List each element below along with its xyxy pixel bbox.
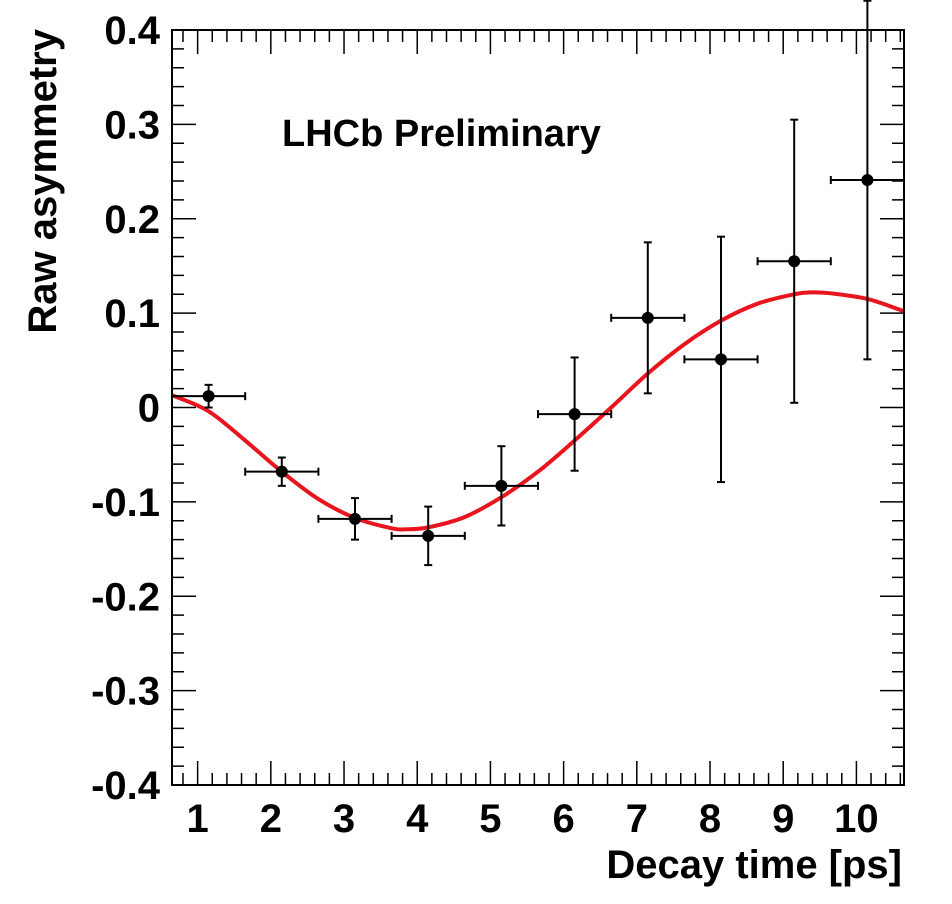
data-point (610, 241, 686, 395)
y-tick-label: -0.1 (91, 481, 160, 525)
fit-curve (171, 290, 905, 532)
chart-annotation: LHCb Preliminary (282, 113, 601, 155)
x-tick-label: 10 (834, 797, 879, 841)
x-tick-label: 2 (260, 797, 282, 841)
x-tick-label: 8 (699, 797, 721, 841)
y-tick-label: -0.4 (91, 764, 161, 808)
plot-frame (171, 29, 905, 786)
y-axis-title: Raw asymmetry (21, 28, 65, 333)
fit-series (171, 290, 905, 532)
x-tick-label: 9 (772, 797, 794, 841)
x-tick-label: 6 (552, 797, 574, 841)
y-tick-label: 0 (138, 387, 160, 431)
data-point (537, 356, 613, 472)
x-axis-ticks (182, 30, 902, 785)
data-marker (641, 311, 654, 324)
data-point (390, 505, 466, 567)
x-axis-title: Decay time [ps] (606, 843, 902, 887)
y-tick-label: 0.4 (104, 9, 160, 53)
x-axis-tick-labels: 1 2 3 4 5 6 7 8 9 10 (186, 797, 878, 841)
data-marker (275, 465, 288, 478)
y-tick-label: 0.3 (104, 103, 160, 147)
x-tick-label: 7 (626, 797, 648, 841)
data-marker (715, 353, 727, 366)
y-tick-label: 0.2 (104, 198, 160, 242)
data-point (683, 235, 759, 484)
data-marker (568, 408, 581, 421)
x-tick-label: 4 (406, 797, 429, 841)
data-marker (349, 512, 361, 525)
x-tick-label: 5 (479, 797, 501, 841)
data-point (317, 497, 393, 541)
data-series (171, 0, 905, 567)
data-point (171, 383, 247, 409)
y-axis-ticks (172, 29, 904, 786)
x-tick-label: 1 (186, 797, 208, 841)
y-tick-label: -0.2 (91, 575, 160, 619)
data-marker (422, 529, 435, 542)
y-tick-label: -0.3 (91, 670, 160, 714)
data-marker (495, 479, 508, 492)
data-point (756, 118, 832, 404)
data-marker (788, 255, 801, 268)
data-point (829, 0, 905, 361)
data-point (463, 445, 539, 527)
data-point (244, 456, 320, 487)
data-marker (861, 174, 874, 187)
y-axis-tick-labels: 0.4 0.3 0.2 0.1 0 -0.1 -0.2 -0.3 -0.4 (91, 9, 161, 808)
x-tick-label: 3 (333, 797, 355, 841)
y-tick-label: 0.1 (104, 292, 160, 336)
data-marker (202, 390, 215, 403)
